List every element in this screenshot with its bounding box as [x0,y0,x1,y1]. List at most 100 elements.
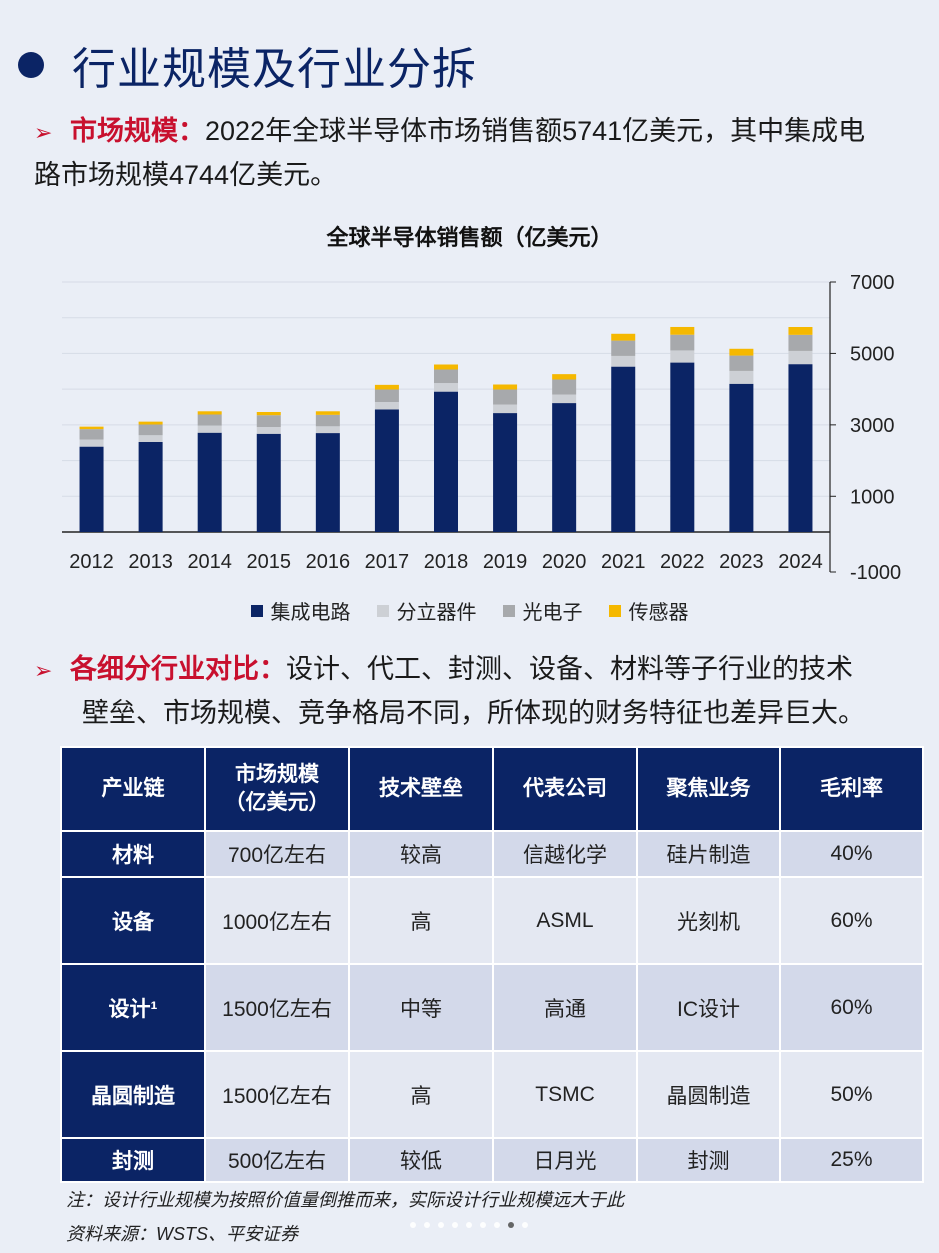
bar-segment [256,433,281,532]
table-cell: 信越化学 [492,830,638,878]
header-cell-company: 代表公司 [492,746,638,832]
bar-segment [138,435,163,442]
x-tick-label: 2012 [69,551,114,573]
market-size-paragraph: ➢ 市场规模：2022年全球半导体市场销售额5741亿美元，其中集成电 路市场规模… [34,110,909,196]
page-dot[interactable] [424,1222,430,1228]
bar-segment [493,413,518,532]
header-cell-market-size: 市场规模 （亿美元） [204,746,350,832]
bar-segment [374,409,399,532]
bar-segment [79,426,104,430]
bar-segment [315,433,340,532]
table-row: 设计¹ 1500亿左右 中等 高通 IC设计 60% [60,963,924,1052]
row-header-cell: 设计¹ [60,963,206,1052]
table-cell: 1000亿左右 [204,876,350,965]
bar-segment [611,355,636,367]
bar-segment [729,383,754,532]
table-cell: IC设计 [636,963,781,1052]
bar-segment [788,364,813,532]
sub-industry-paragraph: ➢ 各细分行业对比：设计、代工、封测、设备、材料等子行业的技术 壁垒、市场规模、竞… [34,648,909,734]
x-tick-label: 2016 [306,551,351,573]
table-cell: 较低 [348,1137,494,1183]
bar-segment [374,389,399,402]
bar-segment [434,391,458,532]
table-cell: 40% [779,830,924,878]
table-row: 设备 1000亿左右 高 ASML 光刻机 60% [60,876,924,965]
legend-item: 集成电路 [250,596,351,625]
arrow-bullet-icon: ➢ [34,120,53,145]
bar-segment [138,442,163,532]
legend-swatch [502,604,515,617]
y-tick-label: 3000 [850,415,895,437]
page-dot-active[interactable] [508,1222,514,1228]
page-indicator[interactable] [410,1222,528,1228]
bar-segment [611,333,636,341]
bar-segment [729,355,754,371]
bar-segment [256,415,281,427]
page-dot[interactable] [438,1222,444,1228]
y-tick-label: 7000 [850,272,895,294]
bar-segment [79,429,104,440]
x-tick-label: 2015 [247,551,292,573]
page-dot[interactable] [466,1222,472,1228]
table-cell: 晶圆制造 [636,1050,781,1139]
bar-segment [256,427,281,434]
x-tick-label: 2018 [424,551,469,573]
bar-segment [493,404,518,414]
x-tick-label: 2017 [365,551,410,573]
bar-segment [315,411,340,415]
x-tick-label: 2014 [187,551,232,573]
page-dot[interactable] [522,1222,528,1228]
title-bullet-icon [18,52,44,78]
table-cell: 较高 [348,830,494,878]
page-title: 行业规模及行业分拆 [72,45,477,94]
table-cell: 1500亿左右 [204,963,350,1052]
table-cell: ASML [492,876,638,965]
y-tick-label: 1000 [850,486,895,508]
legend-label: 集成电路 [270,602,351,624]
table-cell: 50% [779,1050,924,1139]
bar-segment [729,348,754,356]
bar-segment [729,370,754,384]
x-tick-label: 2024 [778,551,823,573]
x-tick-label: 2019 [483,551,528,573]
page-header: 行业规模及行业分拆 [18,30,477,100]
bar-segment [315,426,340,434]
bar-segment [493,389,518,405]
row-header-cell: 封测 [60,1137,206,1183]
bar-segment [434,383,458,392]
bar-segment [197,414,222,426]
x-tick-label: 2020 [542,551,587,573]
bar-segment [315,414,340,427]
chart-title: 全球半导体销售额（亿美元） [326,225,613,250]
header-cell-chain: 产业链 [60,746,206,832]
industry-comparison-table: 产业链 市场规模 （亿美元） 技术壁垒 代表公司 聚焦业务 毛利率 材料 700… [60,746,924,1183]
legend-label: 光电子 [522,602,583,624]
table-header-row: 产业链 市场规模 （亿美元） 技术壁垒 代表公司 聚焦业务 毛利率 [60,746,924,832]
page-dot[interactable] [494,1222,500,1228]
y-tick-label: 5000 [850,343,895,365]
page-dot[interactable] [410,1222,416,1228]
table-row: 晶圆制造 1500亿左右 高 TSMC 晶圆制造 50% [60,1050,924,1139]
legend-swatch [250,604,263,617]
arrow-bullet-icon: ➢ [34,658,53,683]
table-row: 封测 500亿左右 较低 日月光 封测 25% [60,1137,924,1183]
table-cell: TSMC [492,1050,638,1139]
legend-item: 传感器 [608,596,689,625]
bar-segment [670,326,695,335]
legend-item: 分立器件 [376,596,477,625]
row-header-cell: 设备 [60,876,206,965]
table-cell: 光刻机 [636,876,781,965]
table-cell: 500亿左右 [204,1137,350,1183]
bar-segment [493,384,518,390]
page-dot[interactable] [480,1222,486,1228]
bar-segment [788,350,813,365]
paragraph-text: 设计、代工、封测、设备、材料等子行业的技术 [286,654,853,684]
table-cell: 日月光 [492,1137,638,1183]
data-source: 资料来源：WSTS、平安证券 [66,1224,298,1244]
table-cell: 封测 [636,1137,781,1183]
legend-label: 传感器 [628,602,689,624]
page-dot[interactable] [452,1222,458,1228]
bar-segment [552,374,577,380]
bar-segment [611,366,636,532]
bar-segment [552,379,577,395]
